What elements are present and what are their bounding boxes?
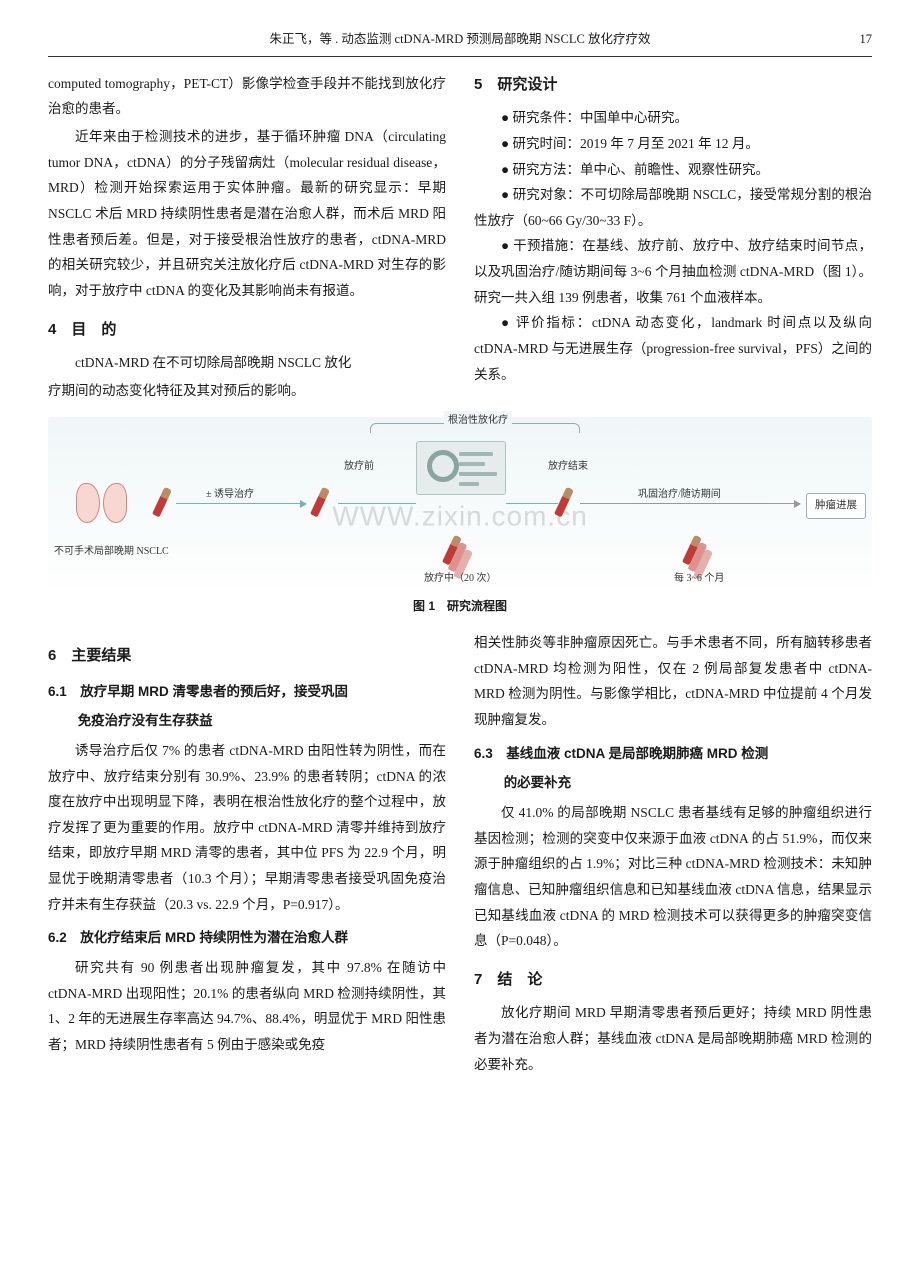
section-heading-results: 6主要结果 [48,642,446,671]
vial-icon [554,487,574,518]
subsection-heading: 6.2 放化疗结束后 MRD 持续阴性为潜在治愈人群 [48,925,446,951]
figure-endpoint-box: 肿瘤进展 [806,493,866,519]
paragraph: 仅 41.0% 的局部晚期 NSCLC 患者基线有足够的肿瘤组织进行基因检测；检… [474,800,872,954]
list-item: ● 研究方法：单中心、前瞻性、观察性研究。 [474,157,872,183]
list-item: ● 研究时间：2019 年 7 月至 2021 年 12 月。 [474,131,872,157]
column-block-bottom: 6主要结果 6.1 放疗早期 MRD 清零患者的预后好，接受巩固 免疫治疗没有生… [48,630,872,1077]
lung-icon [74,479,129,527]
figure-label: 不可手术局部晚期 NSCLC [54,542,169,561]
figure-label: ± 诱导治疗 [206,485,254,504]
paragraph: 诱导治疗后仅 7% 的患者 ctDNA-MRD 由阳性转为阴性，而在放疗中、放疗… [48,738,446,917]
running-header: 朱正飞，等 . 动态监测 ctDNA-MRD 预测局部晚期 NSCLC 放化疗疗… [48,28,872,57]
machine-icon [416,441,506,495]
subsection-heading: 6.3 基线血液 ctDNA 是局部晚期肺癌 MRD 检测 [474,741,872,767]
paragraph: 研究共有 90 例患者出现肿瘤复发，其中 97.8% 在随访中 ctDNA-MR… [48,955,446,1058]
line-icon [338,503,416,504]
paragraph: computed tomography，PET-CT）影像学检查手段并不能找到放… [48,71,446,122]
figure-label: 放疗前 [344,457,374,476]
vial-group-icon [682,535,702,566]
figure-caption: 图 1 研究流程图 [48,595,872,618]
list-item: ● 研究条件：中国单中心研究。 [474,105,872,131]
section-heading-purpose: 4目 的 [48,316,446,345]
vial-icon [152,487,172,518]
subsection-heading-cont: 免疫治疗没有生存获益 [48,708,446,734]
paragraph: 疗期间的动态变化特征及其对预后的影响。 [48,378,446,404]
subsection-heading: 6.1 放疗早期 MRD 清零患者的预后好，接受巩固 [48,679,446,705]
vial-group-icon [442,535,462,566]
figure-label: 根治性放化疗 [444,411,512,430]
paragraph: 近年来由于检测技术的进步，基于循环肿瘤 DNA（circulating tumo… [48,124,446,303]
figure-label: 放疗中（20 次） [424,569,497,588]
column-block-top: computed tomography，PET-CT）影像学检查手段并不能找到放… [48,71,872,404]
figure-label: 放疗结束 [548,457,588,476]
line-icon [506,503,558,504]
page-number: 17 [842,28,872,52]
figure-label: 每 3~6 个月 [674,569,724,588]
paragraph: ctDNA-MRD 在不可切除局部晚期 NSCLC 放化 [48,350,446,376]
section-heading-conclusion: 7结 论 [474,966,872,995]
header-title: 朱正飞，等 . 动态监测 ctDNA-MRD 预测局部晚期 NSCLC 放化疗疗… [78,28,842,52]
figure-diagram: WWW.zixin.com.cn 根治性放化疗 不可手术局部晚期 NSCLC ±… [48,417,872,587]
list-item: ● 研究对象：不可切除局部晚期 NSCLC，接受常规分割的根治性放疗（60~66… [474,182,872,233]
paragraph: 相关性肺炎等非肿瘤原因死亡。与手术患者不同，所有脑转移患者 ctDNA-MRD … [474,630,872,733]
list-item: ● 评价指标：ctDNA 动态变化，landmark 时间点以及纵向 ctDNA… [474,310,872,387]
figure-1: WWW.zixin.com.cn 根治性放化疗 不可手术局部晚期 NSCLC ±… [48,417,872,618]
paragraph: 放化疗期间 MRD 早期清零患者预后更好；持续 MRD 阴性患者为潜在治愈人群；… [474,1000,872,1077]
section-heading-design: 5研究设计 [474,71,872,100]
watermark: WWW.zixin.com.cn [332,489,588,542]
subsection-heading-cont: 的必要补充 [474,770,872,796]
list-item: ● 干预措施：在基线、放疗前、放疗中、放疗结束时间节点，以及巩固治疗/随访期间每… [474,233,872,310]
figure-label: 巩固治疗/随访期间 [638,485,721,504]
vial-icon [310,487,330,518]
